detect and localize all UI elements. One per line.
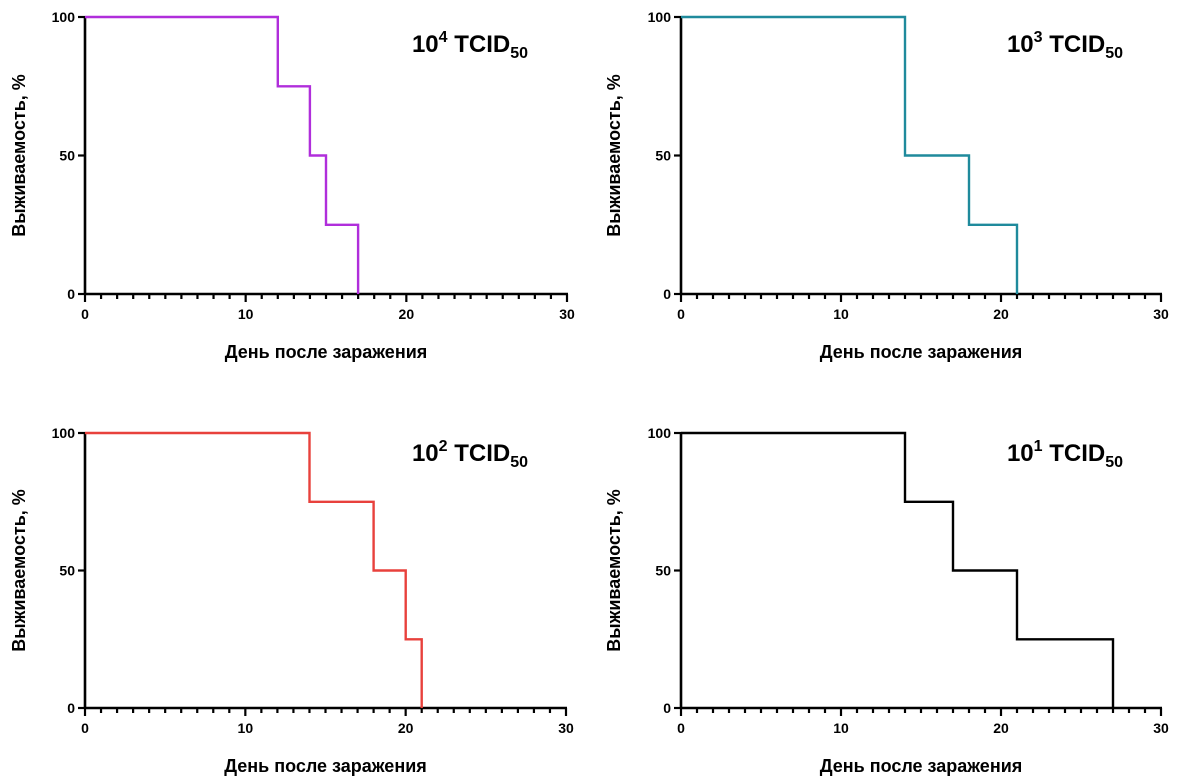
y-tick-label: 50 xyxy=(59,148,75,164)
y-tick-label: 100 xyxy=(52,425,76,441)
chart-panel-0: 0 10 20 30 0 50 100 День после заражения Выживае… xyxy=(0,0,590,388)
survival-chart: 0 10 20 30 0 50 100 День после заражения Выживае… xyxy=(9,9,575,362)
title-main: TCID xyxy=(1043,31,1106,58)
y-tick-label: 100 xyxy=(648,425,672,441)
y-tick-label: 0 xyxy=(67,286,75,302)
plot-area: 0 10 20 30 0 50 100 День после заражения Выживае… xyxy=(9,9,575,362)
title-exponent: 3 xyxy=(1034,29,1043,46)
plot-area: 0 10 20 30 0 50 100 День после заражения Выживае… xyxy=(604,425,1169,776)
title-main: TCID xyxy=(448,31,511,58)
survival-curve xyxy=(681,15,1019,294)
y-axis-title: Выживаемость, % xyxy=(9,74,29,237)
survival-curve xyxy=(681,431,1115,708)
chart-panel-3: 0 10 20 30 0 50 100 День после заражения Выживае… xyxy=(595,388,1181,776)
title-subscript: 50 xyxy=(1105,45,1123,62)
x-tick-label: 20 xyxy=(993,720,1009,736)
panel-title: 101 TCID50 xyxy=(1007,438,1123,471)
survival-chart: 0 10 20 30 0 50 100 День после заражения Выживае… xyxy=(604,425,1169,776)
plot-area: 0 10 20 30 0 50 100 День после заражения Выживае… xyxy=(604,9,1169,362)
x-axis-title: День после заражения xyxy=(224,756,427,776)
x-tick-label: 20 xyxy=(399,306,415,322)
y-tick-label: 100 xyxy=(648,9,672,25)
survival-chart: 0 10 20 30 0 50 100 День после заражения Выживае… xyxy=(604,9,1169,362)
x-tick-label: 0 xyxy=(81,306,89,322)
survival-curve xyxy=(85,431,423,708)
x-axis-title: День после заражения xyxy=(820,756,1023,776)
title-base: 10 xyxy=(1007,31,1034,58)
y-tick-label: 0 xyxy=(663,700,671,716)
x-axis-title: День после заражения xyxy=(225,342,428,362)
x-tick-label: 30 xyxy=(558,720,574,736)
x-axis-title: День после заражения xyxy=(820,342,1023,362)
title-main: TCID xyxy=(448,440,511,467)
x-tick-label: 0 xyxy=(677,720,685,736)
title-base: 10 xyxy=(412,31,439,58)
x-tick-label: 30 xyxy=(1153,720,1169,736)
panel-title: 104 TCID50 xyxy=(412,29,528,62)
y-tick-label: 50 xyxy=(655,148,671,164)
x-tick-label: 10 xyxy=(238,720,254,736)
y-axis-title: Выживаемость, % xyxy=(604,74,624,237)
x-tick-label: 30 xyxy=(559,306,575,322)
title-exponent: 4 xyxy=(439,29,448,46)
chart-panel-1: 0 10 20 30 0 50 100 День после заражения Выживае… xyxy=(595,0,1181,388)
title-main: TCID xyxy=(1043,440,1106,467)
chart-panel-2: 0 10 20 30 0 50 100 День после заражения Выживае… xyxy=(0,388,590,776)
panel-title: 102 TCID50 xyxy=(412,438,528,471)
y-tick-label: 100 xyxy=(52,9,76,25)
y-tick-label: 50 xyxy=(655,563,671,579)
title-exponent: 2 xyxy=(439,438,448,455)
title-subscript: 50 xyxy=(510,454,528,471)
survival-curve xyxy=(85,15,360,294)
x-tick-label: 0 xyxy=(81,720,89,736)
title-base: 10 xyxy=(412,440,439,467)
x-tick-label: 0 xyxy=(677,306,685,322)
y-tick-label: 50 xyxy=(59,563,75,579)
plot-area: 0 10 20 30 0 50 100 День после заражения Выживае… xyxy=(9,425,574,776)
title-exponent: 1 xyxy=(1034,438,1043,455)
title-subscript: 50 xyxy=(510,45,528,62)
x-tick-label: 10 xyxy=(833,720,849,736)
y-tick-label: 0 xyxy=(67,700,75,716)
x-tick-label: 20 xyxy=(993,306,1009,322)
x-tick-label: 20 xyxy=(398,720,414,736)
y-axis-title: Выживаемость, % xyxy=(604,489,624,652)
y-axis-title: Выживаемость, % xyxy=(9,489,29,652)
panel-title: 103 TCID50 xyxy=(1007,29,1123,62)
title-base: 10 xyxy=(1007,440,1034,467)
survival-chart: 0 10 20 30 0 50 100 День после заражения Выживае… xyxy=(9,425,574,776)
title-subscript: 50 xyxy=(1105,454,1123,471)
x-tick-label: 10 xyxy=(833,306,849,322)
y-tick-label: 0 xyxy=(663,286,671,302)
x-tick-label: 10 xyxy=(238,306,254,322)
x-tick-label: 30 xyxy=(1153,306,1169,322)
